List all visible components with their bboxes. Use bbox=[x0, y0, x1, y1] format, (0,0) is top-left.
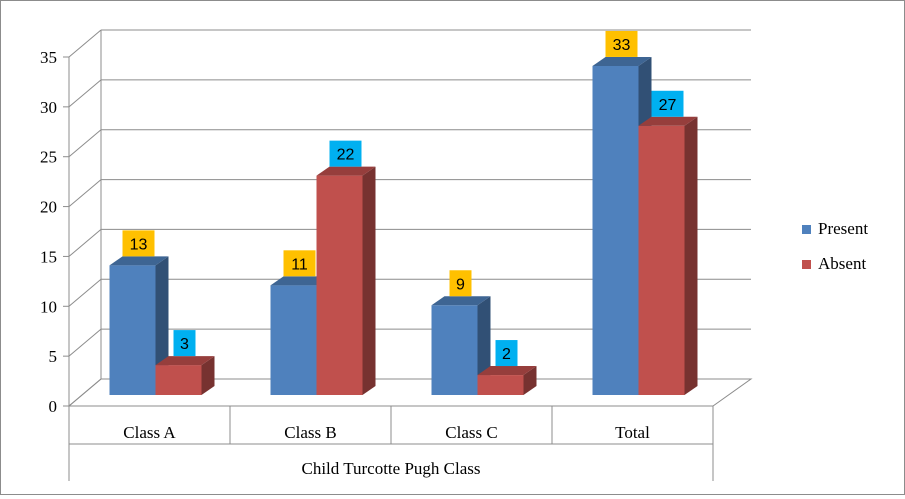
y-tick-label: 0 bbox=[49, 397, 58, 416]
x-axis-title: Child Turcotte Pugh Class bbox=[301, 459, 480, 478]
gridline-side bbox=[68, 229, 102, 257]
legend-label-present: Present bbox=[818, 219, 868, 238]
gridline-side bbox=[68, 328, 102, 357]
gridline-side bbox=[68, 29, 102, 58]
data-label-box bbox=[173, 330, 196, 357]
x-axis: Class A Class B Class C Total Child Turcotte… bbox=[68, 406, 714, 481]
bar-present-class-a: 13 bbox=[109, 230, 169, 395]
data-label: 33 bbox=[613, 37, 631, 54]
bar-top bbox=[638, 116, 698, 126]
y-axis: 0 5 10 15 20 25 30 35 bbox=[40, 48, 69, 416]
bar-top bbox=[592, 56, 652, 66]
data-label-box bbox=[495, 340, 518, 367]
data-label: 3 bbox=[180, 336, 189, 353]
bar-side bbox=[684, 116, 698, 396]
data-label-box bbox=[449, 270, 472, 297]
y-tick-label: 5 bbox=[49, 347, 58, 366]
legend: Present Absent bbox=[802, 219, 868, 273]
data-label: 2 bbox=[502, 346, 511, 363]
data-label: 13 bbox=[130, 236, 148, 253]
bar-front bbox=[592, 65, 639, 395]
bar-front bbox=[431, 305, 478, 395]
x-tick-label: Total bbox=[615, 423, 650, 442]
legend-swatch-present bbox=[802, 225, 811, 234]
bar-absent-class-c: 2 bbox=[477, 340, 537, 395]
bar-top bbox=[431, 296, 491, 306]
legend-swatch-absent bbox=[802, 260, 811, 269]
bar-side bbox=[523, 366, 537, 395]
x-tick-label: Class A bbox=[123, 423, 176, 442]
data-label: 27 bbox=[659, 97, 677, 114]
gridline-side bbox=[68, 378, 102, 407]
data-label-box bbox=[283, 250, 316, 277]
data-label-box bbox=[329, 140, 362, 167]
gridline-side bbox=[68, 129, 102, 158]
data-label-box bbox=[122, 230, 155, 257]
data-label: 22 bbox=[337, 147, 355, 164]
data-label-box bbox=[605, 30, 638, 57]
bar-top bbox=[270, 276, 330, 286]
x-tick-label: Class B bbox=[284, 423, 336, 442]
bar-front bbox=[477, 375, 524, 395]
bar-present-class-c: 9 bbox=[431, 270, 491, 395]
bar-top bbox=[477, 366, 537, 376]
bar-top bbox=[316, 166, 376, 176]
y-tick-label: 20 bbox=[40, 198, 57, 217]
data-label: 9 bbox=[456, 276, 465, 293]
data-label-box bbox=[651, 90, 684, 117]
y-tick-label: 10 bbox=[40, 297, 57, 316]
bar-absent-class-b: 22 bbox=[316, 140, 376, 395]
bars: 13 3 11 22 9 2 33 27 bbox=[109, 30, 698, 396]
bar-absent-total: 27 bbox=[638, 90, 698, 396]
bar-front bbox=[316, 175, 363, 395]
gridline-side bbox=[68, 179, 102, 207]
bar-side bbox=[362, 166, 376, 395]
gridline-side bbox=[68, 278, 102, 307]
bar-top bbox=[155, 356, 215, 366]
data-label: 11 bbox=[291, 256, 308, 273]
bar-front bbox=[638, 125, 685, 396]
y-tick-label: 15 bbox=[40, 247, 57, 266]
bar-top bbox=[109, 256, 169, 266]
gridline-side bbox=[68, 79, 102, 108]
bar-front bbox=[155, 365, 202, 395]
y-tick-label: 35 bbox=[40, 48, 57, 67]
x-tick-label: Class C bbox=[445, 423, 497, 442]
bar-front bbox=[270, 285, 317, 395]
bar-side bbox=[201, 356, 215, 395]
bar-front bbox=[109, 265, 156, 395]
legend-label-absent: Absent bbox=[818, 254, 866, 273]
bar-absent-class-a: 3 bbox=[155, 330, 215, 395]
y-tick-label: 30 bbox=[40, 98, 57, 117]
y-tick-label: 25 bbox=[40, 148, 57, 167]
